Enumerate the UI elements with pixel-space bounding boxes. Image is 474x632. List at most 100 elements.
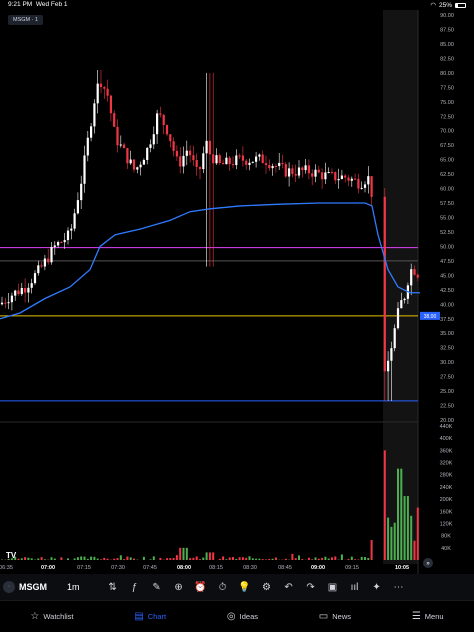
- candle-body: [205, 140, 208, 154]
- candle-body: [393, 328, 396, 349]
- tab-ideas[interactable]: ◎ Ideas: [226, 611, 258, 622]
- redo-icon[interactable]: ↷: [306, 581, 315, 593]
- price-tick: 40.00: [440, 302, 454, 308]
- volume-bar: [393, 522, 396, 560]
- vwap-line: [0, 202, 420, 320]
- idea-icon[interactable]: 💡: [238, 581, 251, 593]
- volume-bar: [24, 557, 27, 560]
- price-tag-box: [420, 311, 440, 320]
- interval-button[interactable]: 1m: [67, 582, 80, 592]
- candle-body: [132, 159, 136, 170]
- volume-bar: [331, 557, 333, 560]
- volume-bar: [403, 496, 406, 560]
- volume-bar: [119, 555, 122, 560]
- volume-bar: [258, 558, 261, 560]
- volume-tick: 240K: [440, 485, 453, 491]
- tab-menu[interactable]: ☰ Menu: [411, 611, 444, 622]
- tradingview-logo-icon: TV: [6, 551, 17, 560]
- candle-body: [66, 230, 70, 241]
- price-tick: 45.00: [440, 273, 454, 279]
- candle-body: [73, 213, 76, 229]
- volume-bar: [291, 553, 294, 560]
- chart-type-icon[interactable]: ✦: [372, 581, 381, 593]
- symbol-pill[interactable]: MSGM · 1: [8, 15, 44, 25]
- undo-icon[interactable]: ↶: [284, 581, 293, 593]
- draw-icon[interactable]: ✎: [152, 581, 161, 593]
- news-icon: ▭: [318, 611, 329, 622]
- candle-body: [182, 155, 185, 167]
- volume-bar: [248, 556, 251, 560]
- candle-body: [271, 166, 274, 169]
- alert-icon[interactable]: ⏰: [194, 581, 207, 593]
- ideas-icon: ◎: [226, 611, 236, 622]
- candle-body: [169, 134, 172, 142]
- price-tick: 65.00: [440, 158, 454, 164]
- candle-body: [172, 141, 175, 151]
- volume-bar: [129, 557, 132, 560]
- candle-body: [53, 245, 56, 247]
- volume-bar: [53, 558, 56, 560]
- candle-body: [37, 265, 40, 274]
- candle-body: [60, 242, 63, 244]
- candle-body: [113, 113, 116, 127]
- volume-bar: [350, 556, 353, 560]
- candle-body: [189, 150, 192, 156]
- compare-icon[interactable]: ⇅: [108, 581, 117, 593]
- volume-bar: [166, 558, 168, 560]
- price-tick: 32.50: [440, 346, 454, 352]
- candle-body: [208, 140, 211, 155]
- indicators-icon[interactable]: ƒ: [131, 581, 138, 593]
- wifi-icon: ◠: [430, 2, 436, 9]
- more-icon[interactable]: ⋯: [393, 581, 404, 593]
- stats-icon[interactable]: ııl: [350, 581, 359, 593]
- candle-body: [251, 161, 254, 163]
- replay-icon[interactable]: ⏱: [218, 581, 227, 593]
- candle-body: [179, 156, 182, 167]
- tab-chart[interactable]: ▤ Chart: [134, 611, 167, 622]
- settings-icon[interactable]: ⚙: [262, 581, 271, 593]
- volume-bar: [324, 556, 327, 560]
- volume-bar: [17, 558, 20, 560]
- volume-bar: [80, 556, 83, 560]
- status-time: 9:21 PM Wed Feb 1: [8, 1, 68, 8]
- volume-tick: 40K: [441, 546, 451, 552]
- candle-body: [327, 171, 330, 173]
- volume-bar: [30, 558, 33, 560]
- candle-body: [383, 196, 386, 372]
- price-chart[interactable]: 90.00 87.50 85.00 82.50 80.00 77.50 75.00 72.50…: [0, 10, 474, 574]
- volume-tick: 360K: [440, 448, 453, 454]
- price-tick: 75.00: [440, 100, 454, 106]
- candle-body: [248, 162, 251, 165]
- volume-bar: [208, 552, 211, 560]
- volume-bar: [40, 557, 43, 560]
- volume-bar: [93, 556, 96, 560]
- candle-body: [119, 144, 122, 146]
- price-tick: 62.50: [440, 172, 454, 178]
- scroll-right-button[interactable]: [423, 558, 433, 568]
- layout-icon[interactable]: ▣: [327, 581, 338, 593]
- volume-bar: [179, 547, 182, 560]
- candle-body: [225, 157, 228, 165]
- volume-bar: [182, 547, 185, 560]
- symbol-button[interactable]: MSGM: [19, 582, 47, 592]
- volume-bar: [123, 559, 126, 560]
- tab-news[interactable]: ▭ News: [318, 611, 352, 622]
- price-tick: 35.00: [440, 331, 454, 337]
- tab-watchlist[interactable]: ☆ Watchlist: [30, 611, 74, 622]
- candle-body: [212, 154, 215, 164]
- volume-bar: [387, 517, 390, 560]
- candle-body: [337, 178, 340, 181]
- candle-body: [149, 144, 152, 148]
- volume-bar: [159, 557, 162, 560]
- add-icon[interactable]: ⊕: [174, 581, 183, 593]
- candle-body: [311, 173, 314, 177]
- volume-bar: [126, 556, 129, 560]
- candle-body: [33, 273, 37, 284]
- volume-bar: [222, 556, 225, 560]
- symbol-logo-icon[interactable]: ◦: [3, 581, 15, 593]
- volume-bar: [317, 558, 320, 560]
- candle-body: [43, 258, 46, 267]
- volume-bar: [20, 558, 23, 560]
- candle-body: [284, 164, 287, 177]
- price-tick: 82.50: [440, 56, 454, 62]
